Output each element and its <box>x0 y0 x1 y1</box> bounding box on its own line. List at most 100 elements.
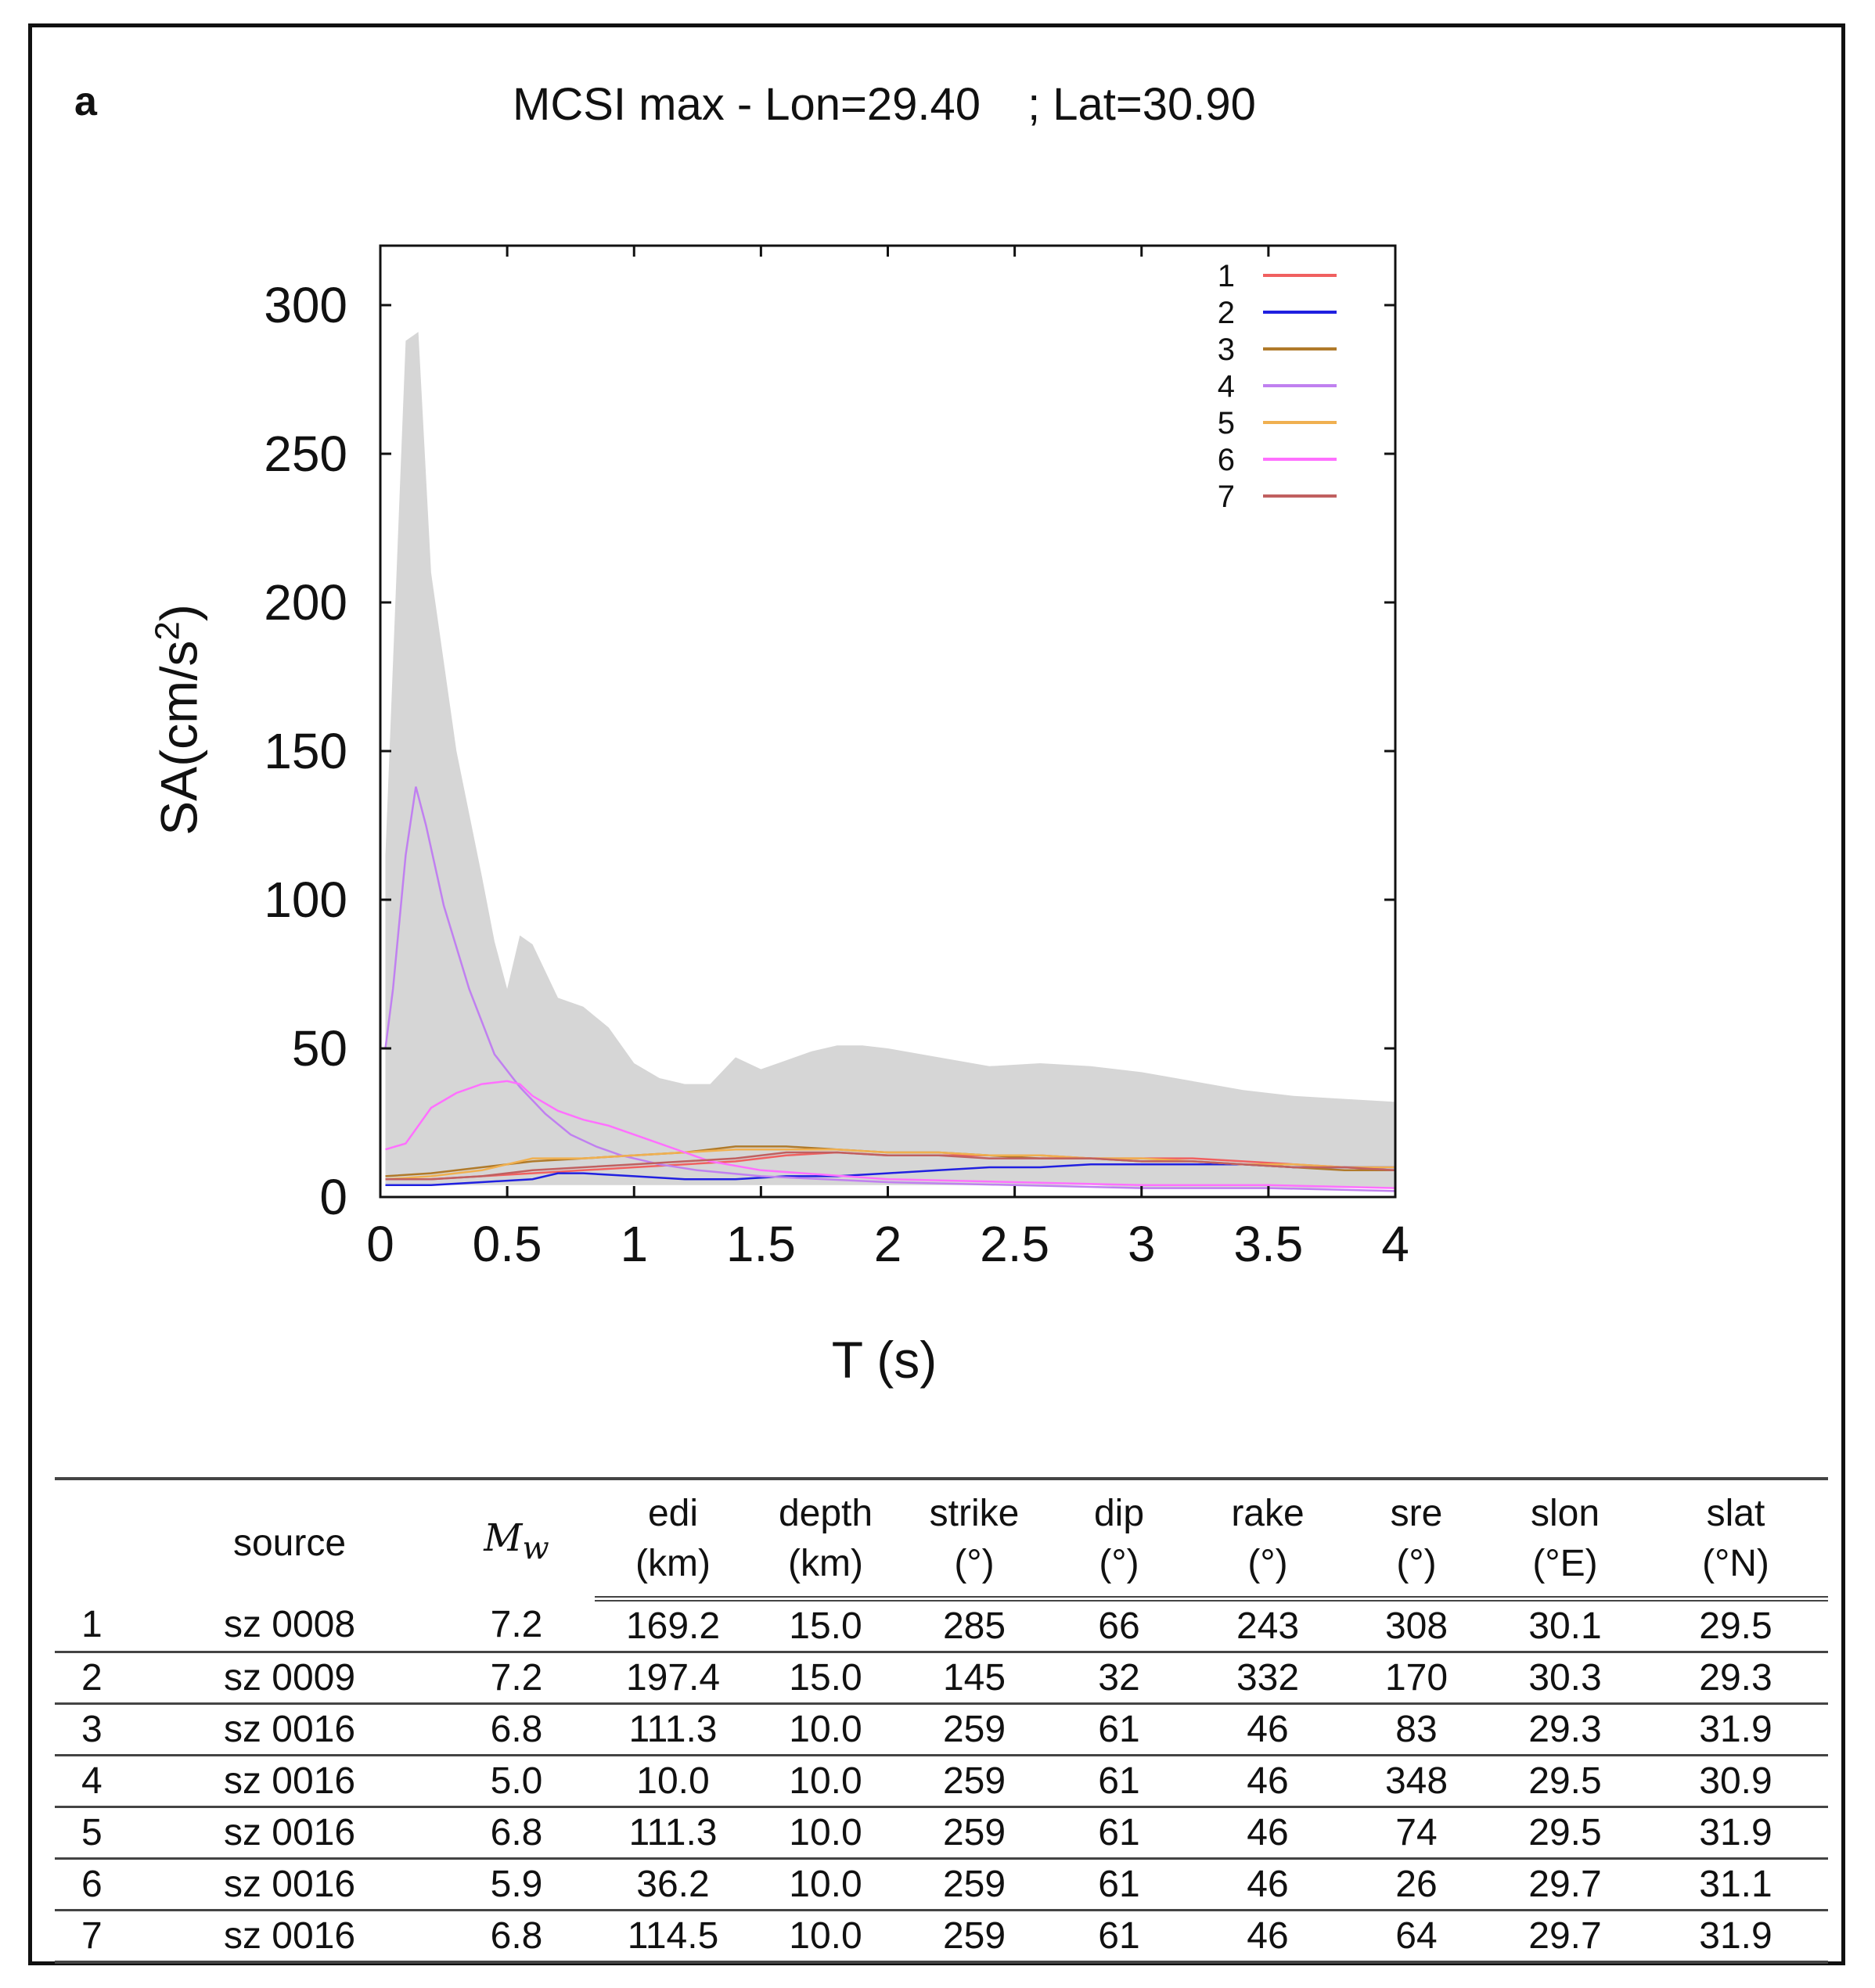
table-cell: 285 <box>900 1598 1049 1653</box>
table-row: 1 sz 0008 7.2 169.2 15.0 285 66 243 308 30.1 29.5 <box>55 1598 1828 1653</box>
table-cell: sz 0016 <box>141 1858 438 1911</box>
table-cell: 145 <box>900 1652 1049 1705</box>
y-tick-label: 300 <box>264 277 347 333</box>
table-header-row-1: source Mw edi depth strike dip rake sre slon slat <box>55 1477 1828 1599</box>
x-tick-label: 3.5 <box>1233 1216 1303 1272</box>
table-cell: 114.5 <box>595 1910 751 1964</box>
x-tick-label: 2.5 <box>980 1216 1049 1272</box>
mw-symbol: M <box>484 1516 523 1561</box>
table-cell: 29.5 <box>1487 1755 1643 1808</box>
table-cell: 170 <box>1346 1652 1487 1705</box>
table-cell: 2 <box>55 1652 141 1705</box>
table-body: 1 sz 0008 7.2 169.2 15.0 285 66 243 308 30.1 29.5 2… <box>55 1598 1828 1964</box>
table-cell: sz 0008 <box>141 1598 438 1653</box>
table-cell: 15.0 <box>751 1598 900 1653</box>
table-cell: 111.3 <box>595 1806 751 1860</box>
table-cell: 31.1 <box>1643 1858 1828 1911</box>
legend-label: 7 <box>1218 480 1235 514</box>
table-header-unit: (km) <box>595 1539 751 1602</box>
y-axis-title-sup: 2 <box>148 621 187 641</box>
table-cell: sz 0009 <box>141 1652 438 1705</box>
series-line-7 <box>385 1151 1396 1181</box>
table-cell: sz 0016 <box>141 1910 438 1964</box>
table-cell: 61 <box>1049 1703 1189 1756</box>
table-cell: 308 <box>1346 1598 1487 1653</box>
legend-label: 4 <box>1218 369 1235 404</box>
table-header-cell: dip <box>1049 1477 1189 1539</box>
chart-title-right: ; Lat=30.90 <box>1027 79 1256 130</box>
table-cell: 61 <box>1049 1910 1189 1964</box>
table-cell: 259 <box>900 1755 1049 1808</box>
table-header-unit: (°) <box>1049 1539 1189 1602</box>
table-cell: 243 <box>1189 1598 1346 1653</box>
table-cell: 259 <box>900 1703 1049 1756</box>
table-cell: 29.3 <box>1487 1703 1643 1756</box>
table-header-unit: (°) <box>1346 1539 1487 1602</box>
table-cell: 74 <box>1346 1806 1487 1860</box>
x-axis-title: T (s) <box>831 1331 938 1389</box>
y-tick-label: 150 <box>264 723 347 779</box>
table-header-unit: (°N) <box>1643 1539 1828 1602</box>
envelope-band <box>385 332 1395 1188</box>
table-cell: sz 0016 <box>141 1806 438 1860</box>
table-cell: 36.2 <box>595 1858 751 1911</box>
legend-label: 5 <box>1218 406 1235 440</box>
legend-label: 3 <box>1218 333 1235 367</box>
table-cell: 31.9 <box>1643 1703 1828 1756</box>
table-cell: 5 <box>55 1806 141 1860</box>
table-cell: 10.0 <box>751 1703 900 1756</box>
x-tick-label: 4 <box>1381 1216 1409 1272</box>
table-header-unit: (km) <box>751 1539 900 1602</box>
y-axis-title: SA(cm/s2) <box>149 604 209 836</box>
table-cell: 7.2 <box>438 1598 595 1653</box>
table-header-cell: strike <box>900 1477 1049 1539</box>
y-tick-label: 0 <box>319 1169 347 1225</box>
table-cell: 6 <box>55 1858 141 1911</box>
table-cell: sz 0016 <box>141 1755 438 1808</box>
table-cell: 10.0 <box>751 1806 900 1860</box>
table-cell: 61 <box>1049 1858 1189 1911</box>
series-line-2 <box>385 1163 1395 1187</box>
table-header-unit: (°) <box>1189 1539 1346 1602</box>
table-header-source: source <box>141 1477 438 1599</box>
table-cell: 5.9 <box>438 1858 595 1911</box>
table-cell: 29.7 <box>1487 1910 1643 1964</box>
table-header-unit: (°) <box>900 1539 1049 1602</box>
chart-title-left: MCSI max - Lon=29.40 <box>513 79 981 130</box>
table-cell: 29.5 <box>1643 1598 1828 1653</box>
table-cell: 64 <box>1346 1910 1487 1964</box>
table-cell: 348 <box>1346 1755 1487 1808</box>
y-axis-title-main: SA(cm/s <box>149 640 208 836</box>
table-cell: 6.8 <box>438 1910 595 1964</box>
panel-label: a <box>74 79 97 124</box>
table-header-mw: Mw <box>438 1477 595 1599</box>
y-tick-label: 100 <box>264 872 347 928</box>
x-tick-label: 2 <box>874 1216 902 1272</box>
table-cell: 31.9 <box>1643 1806 1828 1860</box>
table-header-unit: (°E) <box>1487 1539 1643 1602</box>
table-header-cell: slat <box>1643 1477 1828 1539</box>
table-cell: 7 <box>55 1910 141 1964</box>
table-cell: 7.2 <box>438 1652 595 1705</box>
table-cell: 61 <box>1049 1755 1189 1808</box>
table-cell: 30.3 <box>1487 1652 1643 1705</box>
table-row: 5 sz 0016 6.8 111.3 10.0 259 61 46 74 29.5 31.9 <box>55 1806 1828 1860</box>
table-cell: 259 <box>900 1806 1049 1860</box>
legend-label: 1 <box>1218 259 1235 293</box>
x-tick-label: 1 <box>620 1216 648 1272</box>
table-header-index <box>55 1477 141 1599</box>
table-cell: 66 <box>1049 1598 1189 1653</box>
table-cell: 15.0 <box>751 1652 900 1705</box>
x-tick-label: 0 <box>366 1216 394 1272</box>
table-cell: 31.9 <box>1643 1910 1828 1964</box>
table-cell: 4 <box>55 1755 141 1808</box>
series-line-6 <box>385 1080 1396 1189</box>
table-cell: 30.9 <box>1643 1755 1828 1808</box>
table-cell: 61 <box>1049 1806 1189 1860</box>
table-row: 3 sz 0016 6.8 111.3 10.0 259 61 46 83 29.3 31.9 <box>55 1703 1828 1756</box>
table-cell: 259 <box>900 1858 1049 1911</box>
table-header-row-2: (km) (km) (°) (°) (°) (°) (°E) (°N) <box>55 1539 1828 1602</box>
table-cell: 46 <box>1189 1858 1346 1911</box>
